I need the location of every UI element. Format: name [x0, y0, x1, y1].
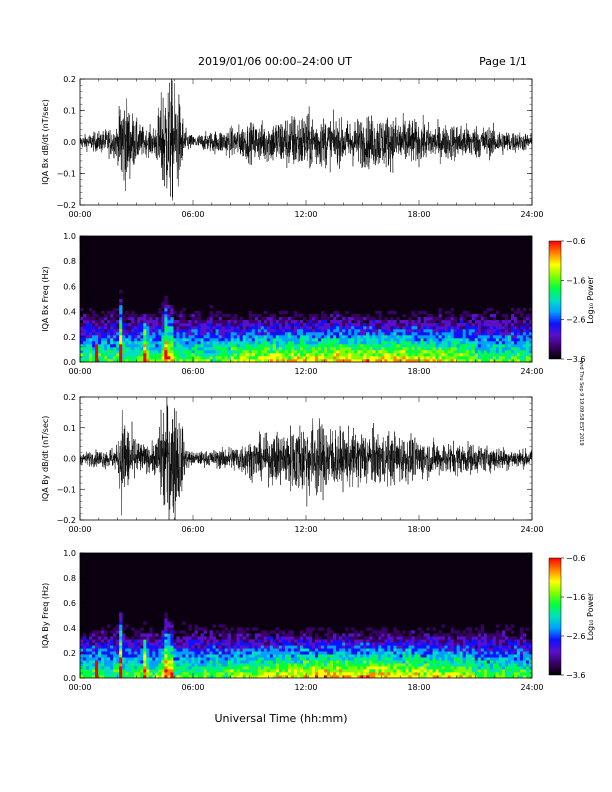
colorbar-tick-label: −1.6 [566, 593, 585, 602]
figure-title: 2019/01/06 00:00–24:00 UT [198, 55, 352, 68]
colorbar [548, 557, 562, 676]
y-tick-label: 0.2 [63, 333, 76, 342]
colorbar-tick-label: −3.6 [566, 671, 585, 680]
x-tick-label: 12:00 [294, 367, 317, 376]
y-tick-label: 0.6 [63, 282, 76, 291]
x-tick-label: 24:00 [520, 367, 543, 376]
colorbar-tick-label: −1.6 [566, 276, 585, 285]
y-tick-label: 0.0 [63, 674, 76, 683]
y-tick-label: 0.0 [63, 455, 76, 464]
x-tick-label: 00:00 [68, 367, 91, 376]
spectrogram-cells [80, 612, 532, 678]
y-axis-label: IQA By dB/dt (nT/sec) [41, 416, 50, 502]
colorbar-tick-label: −2.6 [566, 316, 585, 325]
x-tick-label: 06:00 [181, 525, 204, 534]
x-tick-label: 00:00 [68, 683, 91, 692]
y-tick-label: 0.2 [63, 75, 76, 84]
y-tick-label: 0.1 [63, 107, 76, 116]
colorbar-label: Log₁₀ Power [586, 592, 595, 640]
x-tick-label: 06:00 [181, 210, 204, 219]
y-tick-label: −0.1 [57, 485, 76, 494]
colorbar [548, 240, 562, 360]
dbdt-trace [80, 79, 532, 201]
y-tick-label: 0.4 [63, 308, 76, 317]
page-number: Page 1/1 [479, 55, 527, 68]
by-spectrogram-panel: −0.6 −1.6 −2.6 −3.6 Log₁₀ Power 00:00 06:00 12:… [41, 549, 595, 692]
x-tick-label: 12:00 [294, 525, 317, 534]
x-tick-label: 18:00 [407, 683, 430, 692]
x-tick-label: 00:00 [68, 210, 91, 219]
x-tick-label: 06:00 [181, 683, 204, 692]
y-tick-label: 0.0 [63, 358, 76, 367]
y-tick-label: 0.1 [63, 424, 76, 433]
y-tick-label: 0.2 [63, 649, 76, 658]
x-tick-label: 24:00 [520, 683, 543, 692]
y-tick-label: 1.0 [63, 232, 76, 241]
y-tick-label: 0.2 [63, 393, 76, 402]
y-tick-label: −0.1 [57, 170, 76, 179]
y-tick-label: 0.6 [63, 599, 76, 608]
bx-dbdt-panel: 00:00 06:00 12:00 18:00 24:00 −0.2 −0.1 0.0 0.1 0… [41, 75, 544, 219]
y-axis-label: IQA Bx Freq (Hz) [41, 266, 50, 332]
y-axis-label: IQA Bx dB/dt (nT/sec) [41, 99, 50, 185]
x-tick-label: 12:00 [294, 683, 317, 692]
spectrogram-cells [80, 290, 532, 362]
y-tick-label: 0.4 [63, 624, 76, 633]
y-tick-label: 0.8 [63, 574, 76, 583]
x-tick-label: 24:00 [520, 525, 543, 534]
y-axis-label: IQA By Freq (Hz) [41, 583, 50, 649]
x-tick-label: 18:00 [407, 367, 430, 376]
y-tick-label: 0.0 [63, 138, 76, 147]
bx-spectrogram-panel: −0.6 −1.6 −2.6 −3.6 Log₁₀ Power 00:00 06:00 12:… [41, 232, 595, 376]
y-tick-label: 0.8 [63, 257, 76, 266]
y-tick-label: −0.2 [57, 201, 76, 210]
dbdt-trace [80, 397, 532, 520]
generation-stamp: wrd Thu Sep 9 19:09:58 EST 2019 [578, 360, 584, 445]
y-tick-label: 1.0 [63, 549, 76, 558]
x-tick-label: 06:00 [181, 367, 204, 376]
x-tick-label: 00:00 [68, 525, 91, 534]
x-axis-label: Universal Time (hh:mm) [215, 712, 348, 725]
y-tick-label: −0.2 [57, 516, 76, 525]
x-tick-label: 18:00 [407, 210, 430, 219]
x-tick-label: 24:00 [520, 210, 543, 219]
x-tick-label: 12:00 [294, 210, 317, 219]
colorbar-tick-label: −3.6 [566, 355, 585, 364]
colorbar-tick-label: −0.6 [566, 554, 585, 563]
colorbar-label: Log₁₀ Power [586, 276, 595, 324]
by-dbdt-panel: 00:00 06:00 12:00 18:00 24:00 −0.2 −0.1 0.0 0.1 0… [41, 393, 544, 534]
colorbar-tick-label: −0.6 [566, 237, 585, 246]
colorbar-tick-label: −2.6 [566, 632, 585, 641]
x-tick-label: 18:00 [407, 525, 430, 534]
